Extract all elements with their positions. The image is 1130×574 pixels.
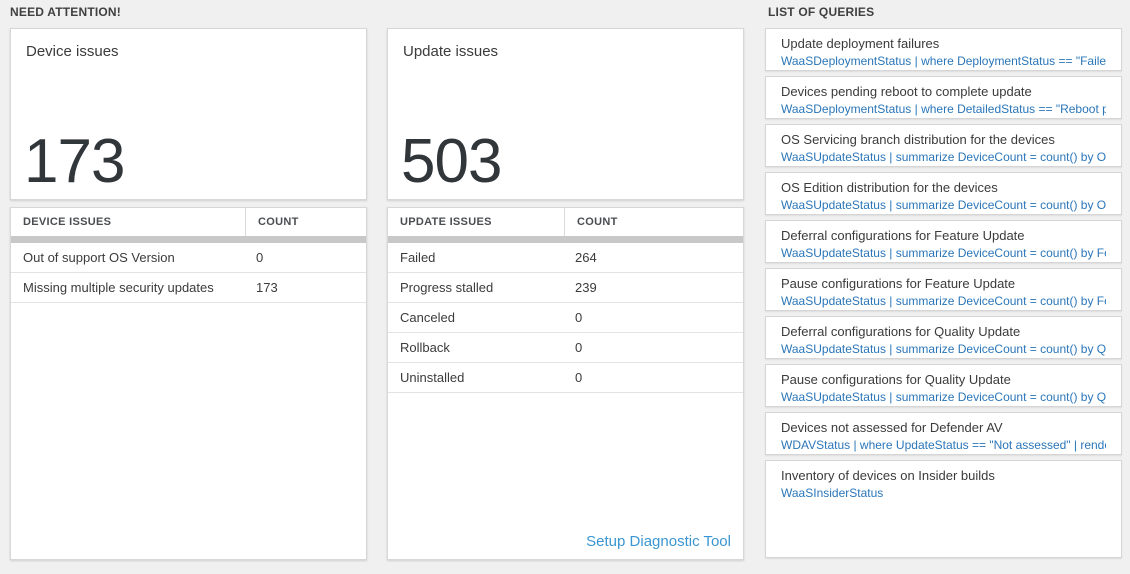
setup-diagnostic-tool-link[interactable]: Setup Diagnostic Tool [586,533,731,550]
issue-label: Failed [400,250,436,265]
query-title: Pause configurations for Feature Update [781,276,1016,291]
query-title: Update deployment failures [781,36,940,51]
query-title: Deferral configurations for Quality Upda… [781,324,1021,339]
query-code: WaaSUpdateStatus | summarize DeviceCount… [781,342,1106,356]
query-title: Pause configurations for Quality Update [781,372,1011,387]
update-issues-table-header: UPDATE ISSUES COUNT [388,208,743,236]
query-item-pause-feature-update[interactable]: Pause configurations for Feature Update … [765,268,1122,311]
query-code: WaaSUpdateStatus | summarize DeviceCount… [781,294,1106,308]
device-issues-column-header: DEVICE ISSUES [11,208,246,236]
issue-label: Missing multiple security updates [23,280,214,295]
query-item-insider-builds-inventory[interactable]: Inventory of devices on Insider builds W… [765,460,1122,558]
issue-label: Uninstalled [400,370,465,385]
issue-count: 0 [575,310,583,325]
query-title: Deferral configurations for Feature Upda… [781,228,1025,243]
table-row[interactable]: Missing multiple security updates 173 [11,273,366,303]
need-attention-section-label: NEED ATTENTION! [10,5,121,19]
query-code: WaaSDeploymentStatus | where DeploymentS… [781,54,1106,68]
issue-label: Rollback [400,340,450,355]
query-item-defender-av-not-assessed[interactable]: Devices not assessed for Defender AV WDA… [765,412,1122,455]
issue-count: 173 [256,280,278,295]
issue-label: Progress stalled [400,280,494,295]
list-of-queries-section-label: LIST OF QUERIES [768,5,875,19]
query-code: WaaSUpdateStatus | summarize DeviceCount… [781,390,1106,404]
query-item-devices-pending-reboot[interactable]: Devices pending reboot to complete updat… [765,76,1122,119]
query-item-os-servicing-branch[interactable]: OS Servicing branch distribution for the… [765,124,1122,167]
query-code: WaaSUpdateStatus | summarize DeviceCount… [781,198,1106,212]
query-code: WaaSDeploymentStatus | where DetailedSta… [781,102,1106,116]
query-item-pause-quality-update[interactable]: Pause configurations for Quality Update … [765,364,1122,407]
query-item-os-edition-distribution[interactable]: OS Edition distribution for the devices … [765,172,1122,215]
device-issues-kpi-tile[interactable]: Device issues 173 [10,28,367,200]
issue-label: Out of support OS Version [23,250,175,265]
table-row[interactable]: Failed 264 [388,243,743,273]
issue-count: 0 [575,340,583,355]
query-code: WaaSUpdateStatus | summarize DeviceCount… [781,246,1106,260]
count-column-header: COUNT [258,216,299,228]
issue-count: 0 [575,370,583,385]
update-issues-kpi-tile[interactable]: Update issues 503 [387,28,744,200]
list-of-queries-panel: Update deployment failures WaaSDeploymen… [765,28,1122,558]
count-column-header: COUNT [577,216,618,228]
query-code: WaaSUpdateStatus | summarize DeviceCount… [781,150,1106,164]
table-row[interactable]: Progress stalled 239 [388,273,743,303]
table-row[interactable]: Out of support OS Version 0 [11,243,366,273]
device-issues-count: 173 [24,127,125,196]
issue-count: 0 [256,250,264,265]
query-item-update-deployment-failures[interactable]: Update deployment failures WaaSDeploymen… [765,28,1122,71]
horizontal-scrollbar[interactable] [11,236,366,243]
query-item-deferral-feature-update[interactable]: Deferral configurations for Feature Upda… [765,220,1122,263]
query-title: OS Edition distribution for the devices [781,180,998,195]
query-title: OS Servicing branch distribution for the… [781,132,1055,147]
device-issues-table-header: DEVICE ISSUES COUNT [11,208,366,236]
query-title: Devices not assessed for Defender AV [781,420,1003,435]
issue-count: 239 [575,280,597,295]
update-issues-table: UPDATE ISSUES COUNT Failed 264 Progress … [387,207,744,560]
update-issues-column-header: UPDATE ISSUES [388,208,565,236]
query-title: Devices pending reboot to complete updat… [781,84,1032,99]
table-row[interactable]: Uninstalled 0 [388,363,743,393]
table-row[interactable]: Canceled 0 [388,303,743,333]
query-title: Inventory of devices on Insider builds [781,468,995,483]
query-code: WaaSInsiderStatus [781,486,884,500]
table-row[interactable]: Rollback 0 [388,333,743,363]
issue-count: 264 [575,250,597,265]
update-issues-count: 503 [401,127,502,196]
issue-label: Canceled [400,310,455,325]
horizontal-scrollbar[interactable] [388,236,743,243]
query-item-deferral-quality-update[interactable]: Deferral configurations for Quality Upda… [765,316,1122,359]
device-issues-title: Device issues [26,43,119,60]
update-issues-title: Update issues [403,43,499,60]
query-code: WDAVStatus | where UpdateStatus == "Not … [781,438,1106,452]
device-issues-table: DEVICE ISSUES COUNT Out of support OS Ve… [10,207,367,560]
